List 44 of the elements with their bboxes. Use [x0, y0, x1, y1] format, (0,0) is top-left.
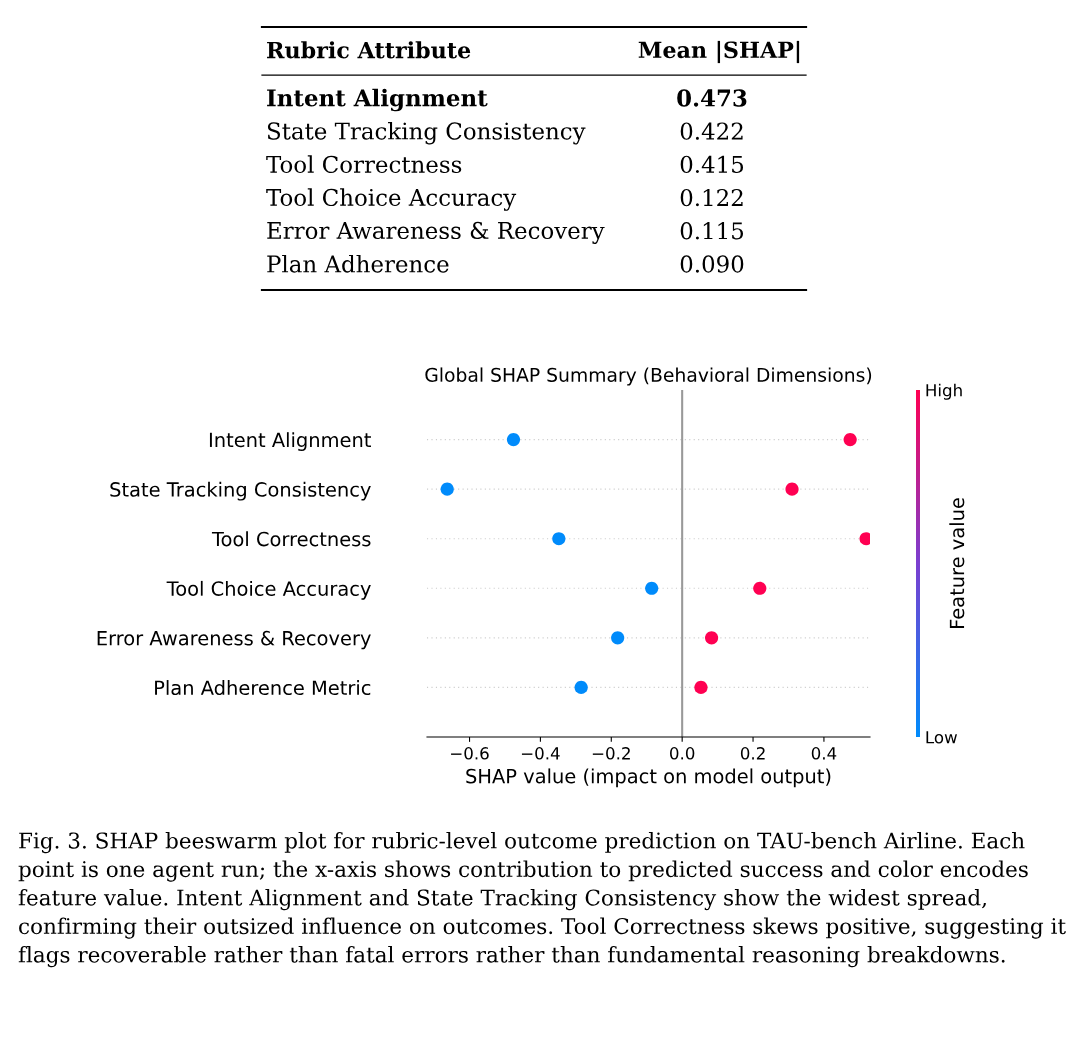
x-tick-label: −0.2 — [592, 747, 630, 760]
text: Mean |SHAP| — [638, 40, 800, 64]
text: 0.115 — [680, 222, 744, 240]
caption: Fig. 3. SHAP beeswarm plot for rubric-level outcome prediction on TAU-bench Airline. Each point is one agent run; the x-axis shows contribution to predicted success and color encodes feature value. Intent Alignment and State Tracking Consistency show the widest spread, confirming their outsized influence on outcomes. Tool Correctness skews positive, suggesting it flags recoverable rather than fatal errors rather than fundamental reasoning breakdowns. — [18, 832, 1066, 968]
y-tick-label: Tool Correctness — [211, 531, 371, 547]
y-tick-label: Plan Adherence Metric — [155, 680, 371, 696]
x-tick-label: 0.4 — [811, 747, 837, 760]
category-label: State Tracking Consistency — [267, 121, 586, 145]
text: Rubric Attribute — [267, 41, 471, 59]
text: 0.090 — [680, 255, 744, 273]
y-tick-label: Tool Choice Accuracy — [166, 580, 371, 600]
x-tick-label: −0.6 — [451, 747, 489, 760]
point — [574, 680, 588, 695]
category-label: Error Awareness & Recovery — [267, 221, 605, 244]
x-axis-title: SHAP value (impact on model output) — [466, 768, 831, 788]
point — [611, 631, 625, 645]
text: 0.422 — [680, 122, 743, 140]
point — [552, 532, 566, 546]
text: 0.415 — [680, 155, 744, 174]
text: 0.122 — [680, 188, 743, 207]
point — [440, 482, 454, 496]
category-label: Intent Alignment — [267, 88, 488, 112]
point — [694, 680, 708, 695]
color-bar-label: Low — [926, 731, 957, 744]
y-tick-label: Error Awareness & Recovery — [97, 630, 371, 650]
color-bar-title: Feature value — [949, 498, 965, 628]
color-bar-label: High — [926, 383, 962, 400]
point — [859, 532, 870, 546]
chart-title: Global SHAP Summary (Behavioral Dimensions) — [425, 367, 872, 386]
x-tick-label: 0.2 — [740, 747, 765, 760]
point — [843, 432, 857, 447]
x-tick-label: 0.0 — [670, 747, 695, 760]
category-label: Tool Correctness — [266, 155, 462, 174]
point — [705, 631, 719, 645]
point — [506, 432, 521, 447]
text: 0.473 — [677, 89, 747, 107]
point — [645, 581, 659, 595]
category-label: Plan Adherence — [267, 254, 449, 273]
y-tick-label: State Tracking Consistency — [110, 481, 371, 501]
y-tick-label: Intent Alignment — [209, 432, 371, 451]
point — [785, 482, 799, 496]
category-label: Tool Choice Accuracy — [266, 188, 517, 211]
x-tick-label: −0.4 — [521, 747, 560, 760]
point — [753, 581, 767, 595]
